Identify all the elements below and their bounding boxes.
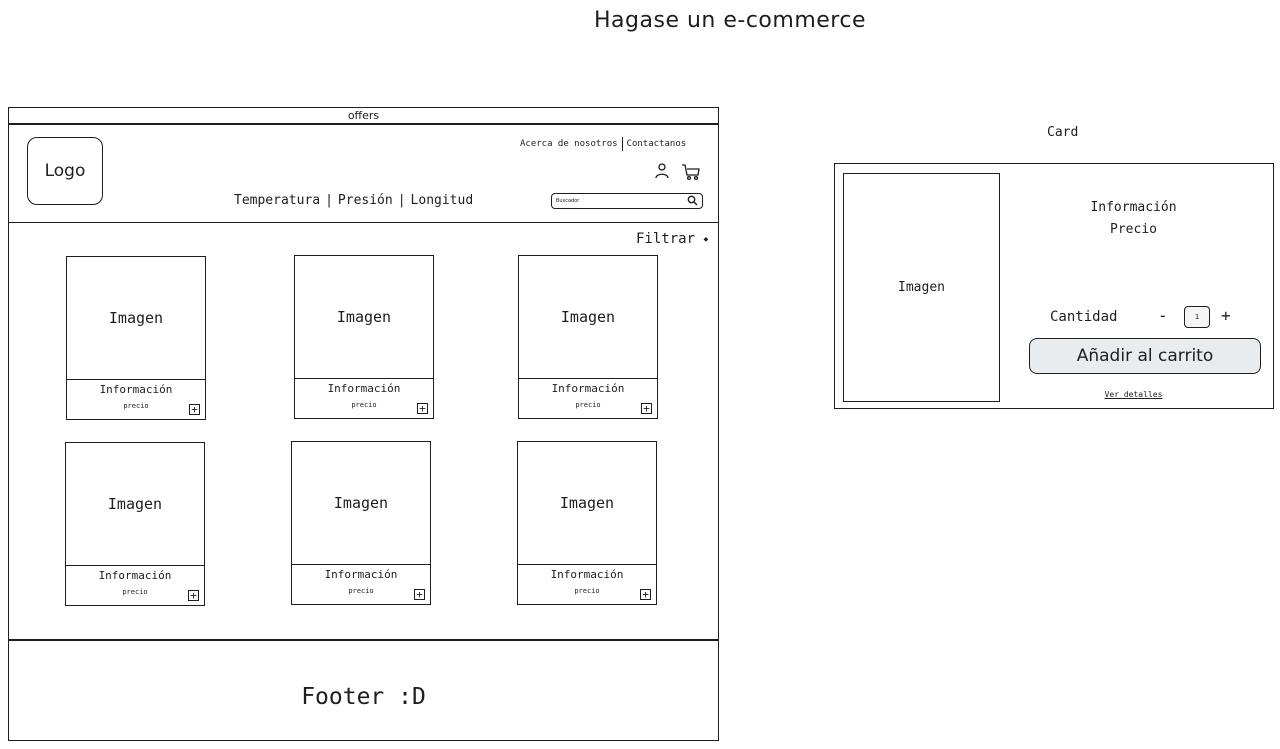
card-frame	[834, 163, 1274, 409]
search-icon[interactable]	[687, 195, 698, 206]
quantity-minus-button[interactable]: -	[1158, 306, 1168, 325]
product-card[interactable]: Imagen + Información precio	[66, 256, 206, 420]
product-card[interactable]: Imagen + Información precio	[294, 255, 434, 419]
product-image-label: Imagen	[333, 494, 389, 512]
product-price: precio	[123, 402, 149, 410]
add-to-cart-label: Añadir al carrito	[1076, 346, 1214, 366]
card-label: Card	[1047, 125, 1079, 140]
offers-banner[interactable]: offers	[347, 109, 380, 122]
search-input[interactable]: Buscador	[551, 193, 703, 209]
small-dot-icon: ◆	[703, 234, 709, 244]
product-image: Imagen	[295, 256, 433, 379]
nav-item-longitud[interactable]: Longitud	[410, 193, 474, 208]
card-price: Precio	[1110, 222, 1157, 237]
product-image-label: Imagen	[107, 495, 163, 513]
product-card[interactable]: Imagen + Información precio	[65, 442, 205, 606]
product-card[interactable]: Imagen + Información precio	[291, 441, 431, 605]
footer-text: Footer :D	[301, 684, 426, 710]
product-image-label: Imagen	[336, 308, 392, 326]
quantity-plus-button[interactable]: +	[1221, 306, 1231, 325]
product-price: precio	[575, 401, 601, 409]
logo-text: Logo	[44, 161, 86, 181]
product-price: precio	[351, 401, 377, 409]
quantity-value: 1	[1194, 313, 1200, 321]
view-details-link[interactable]: Ver detalles	[1104, 390, 1163, 399]
product-image-label: Imagen	[559, 494, 615, 512]
plus-icon[interactable]: +	[640, 589, 651, 600]
product-info: Información	[98, 569, 172, 582]
nav-item-temperatura[interactable]: Temperatura	[234, 193, 321, 208]
product-card[interactable]: Imagen + Información precio	[518, 255, 658, 419]
plus-icon[interactable]: +	[189, 404, 200, 415]
quantity-label: Cantidad	[1050, 309, 1118, 325]
cart-icon[interactable]	[681, 163, 701, 181]
product-image-label: Imagen	[560, 308, 616, 326]
logo[interactable]: Logo	[27, 137, 103, 205]
user-icon[interactable]	[655, 162, 669, 180]
product-info: Información	[324, 568, 398, 581]
plus-icon[interactable]: +	[641, 403, 652, 414]
add-to-cart-button[interactable]: Añadir al carrito	[1029, 338, 1261, 374]
card-image: Imagen	[843, 173, 1000, 402]
top-links: Acerca de nosotros Contactanos	[520, 137, 700, 151]
product-price: precio	[348, 587, 374, 595]
product-info: Información	[550, 568, 624, 581]
filter-button[interactable]: Filtrar ◆	[636, 231, 708, 247]
footer-divider	[8, 639, 719, 641]
plus-icon[interactable]: +	[188, 590, 199, 601]
product-image: Imagen	[518, 442, 656, 565]
link-separator	[621, 137, 623, 151]
product-image-label: Imagen	[108, 309, 164, 327]
product-card[interactable]: Imagen + Información precio	[517, 441, 657, 605]
card-info-text: Información	[1090, 200, 1177, 215]
plus-icon[interactable]: +	[417, 403, 428, 414]
product-info: Información	[99, 383, 173, 396]
about-us-link[interactable]: Acerca de nosotros	[520, 139, 618, 149]
filter-label: Filtrar	[636, 231, 696, 247]
offers-divider	[8, 123, 719, 125]
category-nav: Temperatura | Presión | Longitud	[234, 193, 474, 208]
product-info: Información	[551, 382, 625, 395]
product-price: precio	[122, 588, 148, 596]
page-title: Hagase un e-commerce	[594, 8, 866, 33]
plus-icon[interactable]: +	[414, 589, 425, 600]
search-placeholder: Buscador	[556, 198, 580, 204]
product-image: Imagen	[292, 442, 430, 565]
header-divider	[8, 222, 719, 223]
card-info: Información Precio	[1000, 197, 1267, 241]
nav-item-presion[interactable]: Presión	[337, 193, 393, 208]
product-image: Imagen	[519, 256, 657, 379]
product-price: precio	[574, 587, 600, 595]
card-image-label: Imagen	[898, 280, 945, 295]
product-info: Información	[327, 382, 401, 395]
ecommerce-wireframe-frame	[8, 107, 719, 741]
product-image: Imagen	[67, 257, 205, 380]
quantity-field[interactable]: 1	[1184, 306, 1210, 328]
product-image: Imagen	[66, 443, 204, 566]
contact-link[interactable]: Contactanos	[626, 139, 687, 149]
